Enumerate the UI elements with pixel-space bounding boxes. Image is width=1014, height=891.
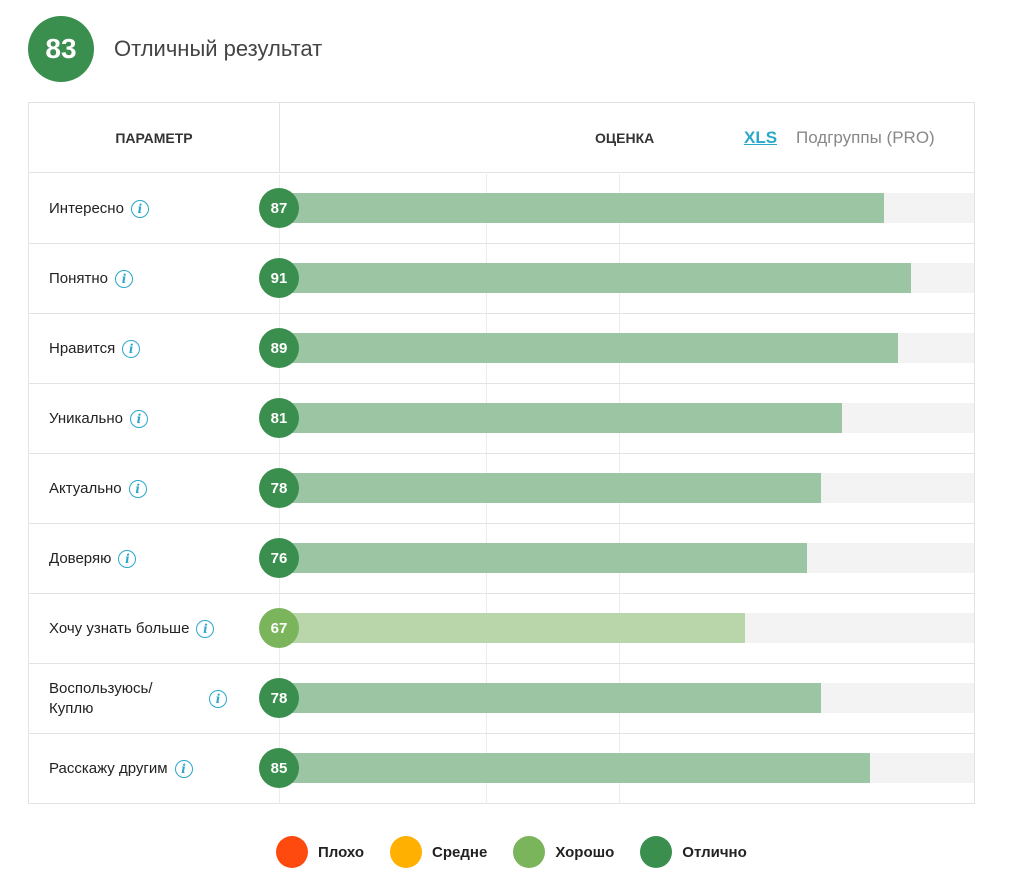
param-cell: Нравится i [49, 314, 259, 384]
value-badge: 67 [259, 608, 299, 648]
info-icon[interactable]: i [209, 690, 227, 708]
legend-label: Средне [432, 843, 488, 861]
bar-track [279, 613, 974, 643]
bar-track [279, 683, 974, 713]
value-badge: 76 [259, 538, 299, 578]
bar-track [279, 333, 974, 363]
scores-table: ПАРАМЕТР ОЦЕНКА XLS Подгруппы (PRO) Инте… [28, 102, 975, 804]
param-label: Хочу узнать больше [49, 620, 190, 637]
param-cell: Расскажу другим i [49, 734, 259, 804]
param-cell: Доверяю i [49, 524, 259, 594]
table-row: Доверяю i 76 [29, 524, 974, 594]
bar-fill [279, 193, 884, 223]
info-icon[interactable]: i [128, 480, 147, 498]
param-label: Актуально [49, 480, 122, 497]
bar-track [279, 753, 974, 783]
value-badge: 89 [259, 328, 299, 368]
bar-fill [279, 263, 911, 293]
bar-fill [279, 543, 807, 573]
bar-fill [279, 403, 842, 433]
legend-label: Плохо [318, 843, 365, 861]
legend-item: Хорошо [513, 836, 614, 868]
subgroups-pro-label: Подгруппы (PRO) [796, 128, 935, 147]
bar-track [279, 473, 974, 503]
legend-label: Хорошо [555, 843, 615, 861]
info-icon[interactable]: i [174, 760, 193, 778]
bar-track [279, 263, 974, 293]
bar-fill [279, 613, 745, 643]
table-row: Нравится i 89 [29, 314, 974, 384]
legend-item: Средне [390, 836, 487, 868]
info-icon[interactable]: i [196, 620, 215, 638]
bar-fill [279, 473, 821, 503]
legend-dot [276, 836, 308, 868]
value-badge: 81 [259, 398, 299, 438]
param-cell: Актуально i [49, 454, 259, 524]
legend-dot [513, 836, 546, 868]
score-column-header-cell: ОЦЕНКА XLS Подгруппы (PRO) [279, 103, 974, 173]
param-column-header: ПАРАМЕТР [115, 130, 193, 146]
param-label: Понятно [49, 270, 109, 287]
table-row: Хочу узнать больше i 67 [29, 594, 974, 664]
value-badge: 91 [259, 258, 299, 298]
legend-dot [390, 836, 423, 868]
value-badge: 78 [259, 678, 299, 718]
xls-export-link[interactable]: XLS [744, 128, 778, 147]
param-cell: Воспользуюсь/ Куплю i [49, 664, 259, 734]
overall-score-value: 83 [45, 33, 77, 64]
table-row: Уникально i 81 [29, 384, 974, 454]
info-icon[interactable]: i [115, 270, 134, 288]
table-row: Понятно i 91 [29, 244, 974, 314]
legend-item: Отлично [640, 836, 747, 868]
param-label: Расскажу другим [49, 760, 168, 777]
param-label: Уникально [49, 410, 123, 427]
legend-dot [640, 836, 673, 868]
table-row: Воспользуюсь/ Куплю i 78 [29, 664, 974, 734]
value-badge: 87 [259, 188, 299, 228]
legend-item: Плохо [276, 836, 364, 868]
bar-fill [279, 333, 898, 363]
param-label: Интересно [49, 200, 124, 217]
value-badge: 78 [259, 468, 299, 508]
table-header: ПАРАМЕТР ОЦЕНКА XLS Подгруппы (PRO) [29, 103, 974, 173]
param-label: Воспользуюсь/ Куплю [49, 680, 153, 717]
info-icon[interactable]: i [118, 550, 137, 568]
param-cell: Хочу узнать больше i [49, 594, 259, 664]
table-row: Интересно i 87 [29, 174, 974, 244]
param-label: Доверяю [49, 550, 112, 567]
score-column-header: ОЦЕНКА [595, 130, 655, 146]
table-row: Актуально i 78 [29, 454, 974, 524]
param-cell: Уникально i [49, 384, 259, 454]
param-cell: Понятно i [49, 244, 259, 314]
info-icon[interactable]: i [122, 340, 141, 358]
table-row: Расскажу другим i 85 [29, 734, 974, 804]
info-icon[interactable]: i [130, 200, 149, 218]
overall-score-badge: 83 [28, 16, 94, 82]
bar-track [279, 403, 974, 433]
bar-fill [279, 753, 870, 783]
bar-fill [279, 683, 821, 713]
value-badge: 85 [259, 748, 299, 788]
param-label: Нравится [49, 340, 116, 357]
bar-track [279, 193, 974, 223]
bar-track [279, 543, 974, 573]
info-icon[interactable]: i [129, 410, 148, 428]
param-cell: Интересно i [49, 174, 259, 244]
legend-label: Отлично [682, 843, 747, 861]
result-title: Отличный результат [114, 36, 323, 61]
result-header: 83 Отличный результат [28, 16, 322, 82]
chart-legend: Плохо Средне Хорошо Отлично [276, 836, 773, 868]
